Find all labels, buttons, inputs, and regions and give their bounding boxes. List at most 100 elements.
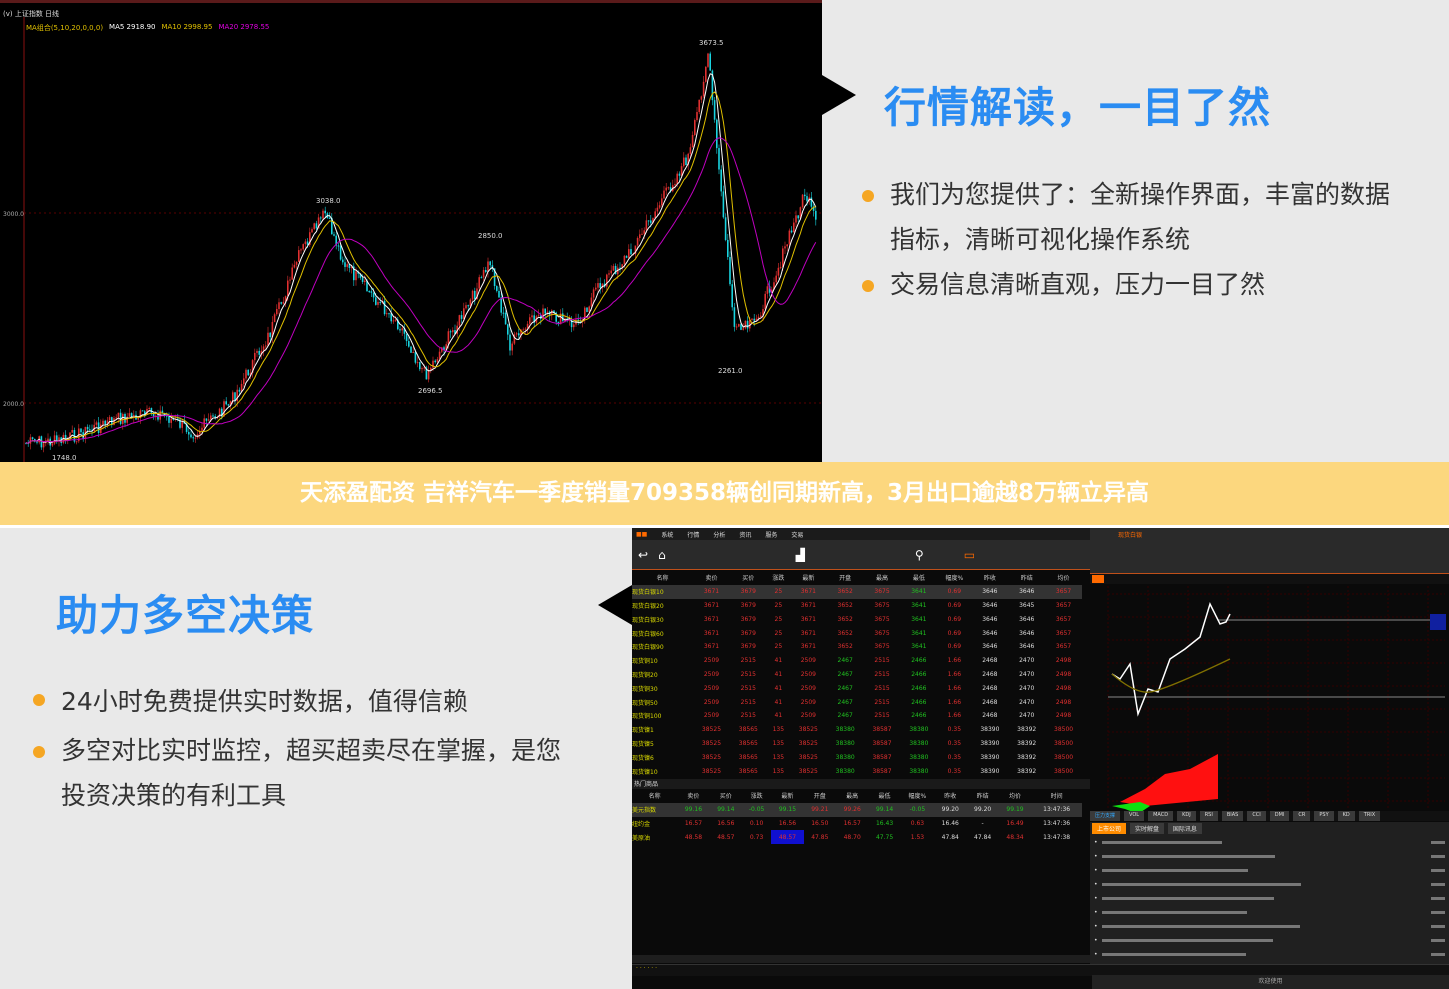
back-icon[interactable]: ↩ xyxy=(638,547,649,562)
column-header[interactable]: 名称 xyxy=(656,575,669,583)
table-cell: 现货镍6 xyxy=(632,754,654,762)
section-title: 行情解读，一目了然 xyxy=(884,83,1272,132)
column-header[interactable]: 最新 xyxy=(781,793,794,801)
column-header[interactable]: 幅度% xyxy=(908,793,927,801)
candle-body xyxy=(355,271,357,281)
table-row[interactable]: 现货铜50 2509 2515 41 2509 2467 2515 2466 1.66 2468 2… xyxy=(632,695,1082,709)
table-row[interactable]: 现货白银30 3671 3679 25 3671 3652 3675 3641 0.69 3646… xyxy=(632,612,1082,626)
message-icon[interactable]: ▭ xyxy=(963,547,976,562)
table-row[interactable]: 现货白银90 3671 3679 25 3671 3652 3675 3641 0.69 3646… xyxy=(632,640,1082,654)
menu-item[interactable]: 分析 xyxy=(713,531,726,539)
column-header[interactable]: 买价 xyxy=(742,575,755,583)
candle-body xyxy=(47,438,49,441)
table-cell: 3641 xyxy=(911,629,927,637)
indicator-tab[interactable]: PSY xyxy=(1314,811,1334,821)
column-header[interactable]: 涨跌 xyxy=(750,793,763,801)
news-item[interactable]: • xyxy=(1090,919,1449,933)
indicator-tab[interactable]: VOL xyxy=(1124,811,1145,821)
menu-item[interactable]: 行情 xyxy=(687,531,700,539)
indicator-tab[interactable]: DMI xyxy=(1269,811,1290,821)
column-header[interactable]: 名称 xyxy=(648,793,661,801)
news-item[interactable]: • xyxy=(1090,933,1449,947)
column-header[interactable]: 昨结 xyxy=(976,793,989,801)
table-row[interactable]: 现货铜20 2509 2515 41 2509 2467 2515 2466 1.66 2468 2… xyxy=(632,668,1082,682)
table-row[interactable]: 现货白银10 3671 3679 25 3671 3652 3675 3641 0.69 3646… xyxy=(632,584,1082,599)
table-cell: 38500 xyxy=(1054,767,1074,775)
column-header[interactable]: 幅度% xyxy=(945,575,964,583)
indicator-tab[interactable]: KDJ xyxy=(1177,811,1196,821)
table-cell: 99.20 xyxy=(934,802,967,817)
table-cell: 3652 xyxy=(837,601,853,609)
menu-item[interactable]: 系统 xyxy=(661,531,674,539)
table-row[interactable]: 现货铜30 2509 2515 41 2509 2467 2515 2466 1.66 2468 2… xyxy=(632,681,1082,695)
table-row[interactable]: 美元指数 99.16 99.14 -0.05 99.15 99.21 99.26 99.14-… xyxy=(632,802,1082,817)
news-tab[interactable]: 上市公司 xyxy=(1092,823,1127,834)
indicator-tabs: 压力支撑 VOL MACD KDJ RSI BIAS CCI DMI CR PSY KD TRIX xyxy=(1090,811,1449,821)
indicator-tab[interactable]: BIAS xyxy=(1221,811,1244,821)
lock-icon[interactable]: ⚲ xyxy=(914,547,924,562)
news-item[interactable]: • xyxy=(1090,849,1449,863)
candle-body xyxy=(97,422,100,434)
candle-body xyxy=(489,261,491,266)
column-header[interactable]: 昨收 xyxy=(944,793,957,801)
news-item[interactable]: • xyxy=(1090,905,1449,919)
table-cell: 38380 xyxy=(909,726,929,734)
menu-item[interactable]: 服务 xyxy=(765,531,778,539)
candle-body xyxy=(194,437,197,439)
news-tab[interactable]: 国际讯息 xyxy=(1167,823,1202,834)
news-item[interactable]: • xyxy=(1090,947,1449,961)
table-cell: 38380 xyxy=(835,753,855,761)
column-header[interactable]: 最低 xyxy=(912,575,925,583)
candle-body xyxy=(513,334,516,344)
news-item[interactable]: • xyxy=(1090,835,1449,849)
menu-item[interactable]: 交易 xyxy=(791,531,804,539)
news-item[interactable]: • xyxy=(1090,891,1449,905)
table-row[interactable]: 现货镍5 38525 38565 135 38525 38380 38587 38380 0.3… xyxy=(632,737,1082,751)
table-row[interactable]: 现货白银20 3671 3679 25 3671 3652 3675 3641 0.69 3646… xyxy=(632,599,1082,613)
column-header[interactable]: 开盘 xyxy=(839,575,852,583)
candle-body xyxy=(647,220,650,222)
indicator-tab[interactable]: 压力支撑 xyxy=(1090,811,1121,821)
table-row[interactable]: 现货白银60 3671 3679 25 3671 3652 3675 3641 0.69 3646… xyxy=(632,626,1082,640)
table-row[interactable]: 纽约金 16.57 16.56 0.10 16.56 16.50 16.57 16.43 0.6… xyxy=(632,817,1082,831)
indicator-tab[interactable]: KD xyxy=(1337,811,1355,821)
sheet-tabs[interactable] xyxy=(632,955,1090,963)
column-header[interactable]: 卖价 xyxy=(705,575,718,583)
table-row[interactable]: 现货铜100 2509 2515 41 2509 2467 2515 2466 1.66 2468… xyxy=(632,709,1082,723)
column-header[interactable]: 时间 xyxy=(1050,793,1063,801)
column-header[interactable]: 均价 xyxy=(1057,575,1070,583)
table-cell: 135 xyxy=(772,726,785,734)
candle-body xyxy=(515,333,518,335)
indicator-tab[interactable]: TRIX xyxy=(1358,811,1381,821)
menu-item[interactable]: 资讯 xyxy=(739,531,752,539)
column-header[interactable]: 买价 xyxy=(719,793,732,801)
news-item[interactable]: • xyxy=(1090,863,1449,877)
column-header[interactable]: 最新 xyxy=(802,575,815,583)
table-row[interactable]: 现货镍6 38525 38565 135 38525 38380 38587 38380 0.3… xyxy=(632,750,1082,764)
column-header[interactable]: 昨结 xyxy=(1020,575,1033,583)
table-row[interactable]: 现货镍1 38525 38565 135 38525 38380 38587 38380 0.3… xyxy=(632,723,1082,737)
table-row[interactable]: 美原油 48.58 48.57 0.73 48.57 47.85 48.70 47.75 1.5… xyxy=(632,830,1082,845)
table-cell: 2509 xyxy=(703,657,720,665)
indicator-tab[interactable]: MACD xyxy=(1148,811,1174,821)
column-header[interactable]: 开盘 xyxy=(813,793,826,801)
candle-body xyxy=(245,369,247,379)
chart-icon[interactable]: ▟ xyxy=(795,547,805,562)
indicator-tab[interactable]: CR xyxy=(1293,811,1311,821)
table-row[interactable]: 现货镍10 38525 38565 135 38525 38380 38587 38380 0.… xyxy=(632,764,1082,778)
quote-table: 名称 卖价 买价 涨跌 最新 开盘 最高 最低 幅度% 昨收 昨结 均价 现货白银10 3671 3679 2… xyxy=(632,571,1082,778)
column-header[interactable]: 最高 xyxy=(876,575,889,583)
column-header[interactable]: 涨跌 xyxy=(772,575,785,583)
indicator-tab[interactable]: RSI xyxy=(1199,811,1218,821)
news-item[interactable]: • xyxy=(1090,877,1449,891)
table-row[interactable]: 现货铜10 2509 2515 41 2509 2467 2515 2466 1.66 2468 2… xyxy=(632,654,1082,668)
news-tab[interactable]: 实时解盘 xyxy=(1129,823,1164,834)
column-header[interactable]: 最低 xyxy=(878,793,891,801)
column-header[interactable]: 昨收 xyxy=(983,575,996,583)
column-header[interactable]: 卖价 xyxy=(687,793,700,801)
column-header[interactable]: 均价 xyxy=(1009,793,1022,801)
column-header[interactable]: 最高 xyxy=(846,793,859,801)
candle-body xyxy=(471,290,474,300)
home-icon[interactable]: ⌂ xyxy=(658,547,666,562)
indicator-tab[interactable]: CCI xyxy=(1247,811,1266,821)
